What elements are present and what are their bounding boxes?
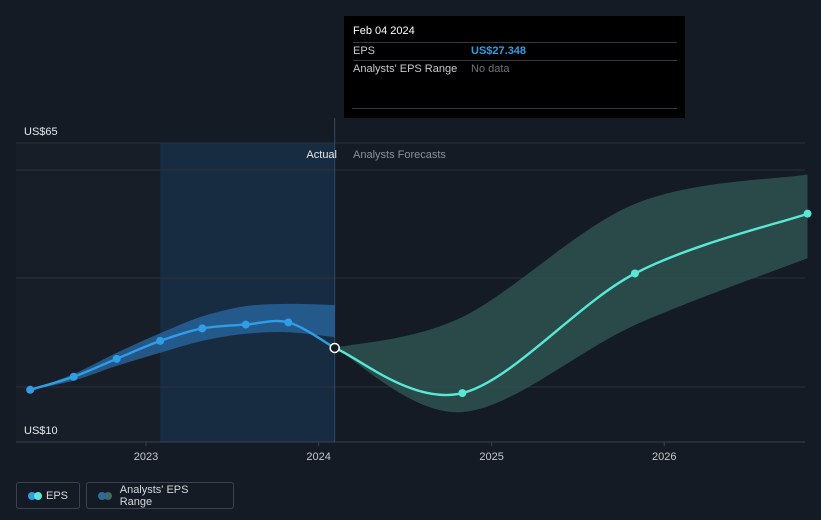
eps-point-forecast	[458, 389, 467, 398]
range-band-actual	[30, 303, 335, 390]
eps-point-actual	[156, 336, 165, 345]
eps-point-selected	[329, 342, 340, 354]
eps-point-forecast	[630, 269, 639, 278]
eps-point-actual	[69, 372, 78, 381]
tooltip-date: Feb 04 2024	[353, 25, 415, 37]
y-tick-label: US$65	[24, 126, 58, 138]
legend-range-toggle[interactable]: Analysts' EPS Range	[86, 482, 234, 509]
eps-point-actual	[198, 324, 207, 333]
tooltip-eps-row: EPS US$27.348	[353, 42, 677, 60]
legend-eps-toggle[interactable]: EPS	[16, 482, 80, 509]
eps-point-actual	[284, 318, 293, 327]
actual-label: Actual	[306, 149, 337, 161]
tooltip-eps-value: US$27.348	[471, 45, 527, 57]
x-tick-label: 2024	[306, 451, 330, 463]
y-tick-label: US$10	[24, 425, 58, 437]
range-band-forecast	[334, 174, 808, 413]
eps-points	[26, 209, 812, 398]
x-tick-label: 2026	[652, 451, 676, 463]
eps-point-actual	[241, 320, 250, 329]
forecast-label: Analysts Forecasts	[353, 149, 446, 161]
eps-point-actual	[112, 354, 121, 363]
eps-line-forecast	[334, 212, 808, 397]
hover-tooltip: Feb 04 2024 EPS US$27.348 Analysts' EPS …	[344, 16, 685, 118]
legend-range-label: Analysts' EPS Range	[119, 483, 189, 508]
tooltip-range-value: No data	[471, 63, 510, 75]
tooltip-eps-label: EPS	[353, 45, 376, 57]
legend-eps-label: EPS	[45, 489, 68, 502]
eps-point-actual	[26, 385, 35, 394]
tooltip-range-row: Analysts' EPS Range No data	[353, 60, 677, 78]
eps-point-forecast	[803, 209, 812, 218]
tooltip-range-label: Analysts' EPS Range	[353, 63, 458, 75]
axes: US$65 US$10 2023 2024 2025 2026	[16, 126, 805, 463]
tooltip-divider	[352, 108, 677, 109]
actual-highlight-region	[160, 143, 335, 442]
x-tick-label: 2025	[479, 451, 503, 463]
x-tick-label: 2023	[134, 451, 158, 463]
eps-swatch-icon	[28, 491, 42, 500]
range-swatch-icon	[98, 491, 112, 500]
